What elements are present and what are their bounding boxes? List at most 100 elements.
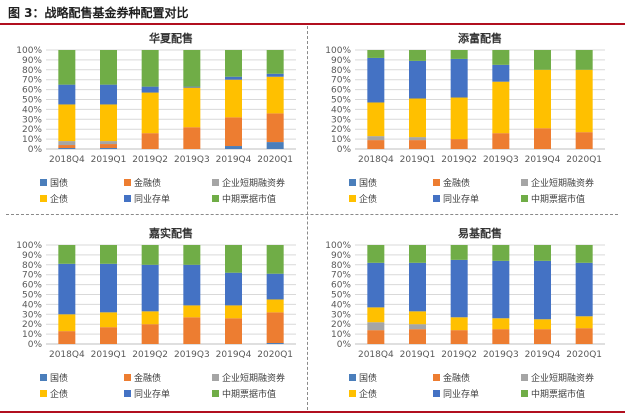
y-tick-label: 80% [331, 66, 351, 76]
bar-segment [183, 127, 201, 149]
y-tick-label: 90% [331, 56, 351, 66]
y-tick-label: 10% [331, 135, 351, 145]
bar-segment [141, 311, 159, 325]
x-tick-label: 2019Q2 [441, 350, 477, 360]
bar-segment [266, 299, 284, 313]
y-tick-label: 20% [22, 125, 42, 135]
legend-swatch [433, 179, 440, 186]
bar-segment [100, 50, 117, 85]
legend-label: 金融债 [134, 177, 161, 189]
bar-segment [450, 58, 468, 98]
bar-segment [225, 272, 242, 306]
legend-label: 国债 [359, 372, 377, 384]
chart-title: 添富配售 [458, 31, 502, 45]
bar-segment [58, 331, 76, 344]
bar-segment [266, 73, 284, 77]
chart-panel-1: 华夏配售 0%10%20%30%40%50%60%70%80%90%100% 201… [16, 31, 296, 205]
bar-segment [266, 50, 284, 74]
bar-segment [367, 136, 385, 141]
y-tick-label: 30% [331, 115, 351, 125]
bar-segment [100, 327, 117, 344]
bar-segment [367, 330, 385, 344]
bar-segment [409, 324, 426, 330]
bar-segment [450, 97, 468, 140]
bar-segment [409, 140, 426, 149]
y-tick-label: 100% [325, 241, 351, 251]
bar-segment [183, 317, 201, 344]
bar-segment [367, 57, 385, 103]
y-tick-label: 30% [22, 310, 42, 320]
bar-segment [225, 146, 242, 149]
bar-segment [575, 245, 593, 263]
legend-swatch [349, 179, 356, 186]
bar-segment [534, 245, 551, 261]
bar-segment [58, 245, 76, 264]
chart-title: 华夏配售 [149, 31, 193, 45]
y-tick-label: 10% [22, 330, 42, 340]
bar-segment [141, 86, 159, 93]
legend-swatch [124, 179, 131, 186]
legend-label: 国债 [50, 177, 68, 189]
y-tick-label: 0% [337, 145, 352, 155]
legend-swatch [212, 374, 219, 381]
x-tick-label: 2019Q2 [441, 155, 477, 165]
y-tick-label: 80% [22, 261, 42, 271]
y-tick-label: 70% [22, 271, 42, 281]
y-tick-label: 40% [331, 300, 351, 310]
legend-label: 企业短期融资券 [531, 177, 594, 189]
legend-swatch [521, 195, 528, 202]
x-tick-label: 2019Q2 [132, 350, 168, 360]
y-tick-label: 70% [331, 271, 351, 281]
legend-label: 企业短期融资券 [531, 372, 594, 384]
y-tick-label: 60% [331, 86, 351, 96]
bar-segment [367, 322, 385, 331]
y-tick-label: 70% [22, 76, 42, 86]
legend-swatch [349, 374, 356, 381]
legend-swatch [124, 390, 131, 397]
bar-segment [141, 264, 159, 312]
x-tick-label: 2019Q3 [174, 155, 210, 165]
bar-segment [100, 312, 117, 328]
bar-segment [100, 141, 117, 145]
y-tick-label: 20% [331, 320, 351, 330]
y-tick-label: 80% [331, 261, 351, 271]
bar-segment [225, 117, 242, 147]
bar-segment [141, 50, 159, 87]
y-tick-label: 30% [22, 115, 42, 125]
x-tick-label: 2019Q3 [483, 155, 519, 165]
x-tick-label: 2019Q3 [174, 350, 210, 360]
bar-segment [367, 102, 385, 137]
x-tick-label: 2019Q1 [400, 155, 436, 165]
bar-segment [100, 104, 117, 142]
bar-segment [575, 50, 593, 70]
x-tick-label: 2019Q4 [525, 350, 561, 360]
chart-panel-4: 易基配售 0%10%20%30%40%50%60%70%80%90%100% 201… [325, 226, 605, 400]
bar-segment [575, 262, 593, 317]
bar-segment [58, 145, 76, 149]
bar-segment [100, 148, 117, 149]
legend-label: 金融债 [443, 372, 470, 384]
bar-segment [534, 50, 551, 70]
legend-label: 中期票据市值 [531, 388, 585, 400]
bar-segment [575, 316, 593, 329]
bar-segment [367, 307, 385, 323]
x-tick-label: 2019Q4 [216, 350, 252, 360]
bar-segment [575, 132, 593, 149]
chart-title: 嘉实配售 [148, 226, 193, 240]
legend-label: 企债 [359, 388, 377, 400]
bar-segment [225, 318, 242, 344]
legend-swatch [521, 179, 528, 186]
legend-swatch [349, 390, 356, 397]
bar-segment [534, 69, 551, 129]
horizontal-divider [6, 214, 618, 215]
bottom-rule [0, 411, 625, 413]
legend-swatch [433, 374, 440, 381]
x-tick-label: 2019Q4 [216, 155, 252, 165]
legend-label: 中期票据市值 [222, 193, 276, 205]
y-tick-label: 40% [22, 105, 42, 115]
bar-segment [409, 98, 426, 138]
y-tick-label: 60% [331, 281, 351, 291]
legend-swatch [212, 179, 219, 186]
